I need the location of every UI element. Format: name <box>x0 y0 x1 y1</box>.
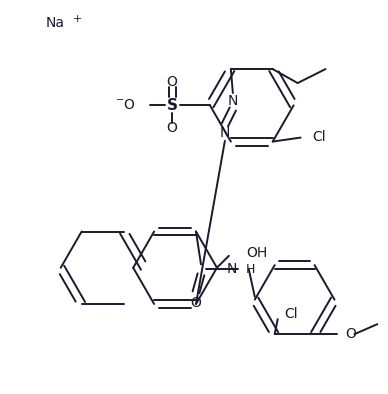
Text: Cl: Cl <box>285 307 298 321</box>
Text: O: O <box>191 296 201 310</box>
Text: O: O <box>166 75 178 89</box>
Text: O: O <box>345 327 356 341</box>
Text: O: O <box>166 121 178 135</box>
Text: Na: Na <box>45 16 64 30</box>
Text: +: + <box>73 14 82 24</box>
Text: N: N <box>220 126 230 140</box>
Text: Cl: Cl <box>313 130 326 143</box>
Text: $^{-}$O: $^{-}$O <box>115 98 136 112</box>
Text: N: N <box>227 262 237 276</box>
Text: S: S <box>166 98 178 113</box>
Text: H: H <box>246 263 255 276</box>
Text: N: N <box>228 94 238 108</box>
Text: OH: OH <box>246 246 267 260</box>
